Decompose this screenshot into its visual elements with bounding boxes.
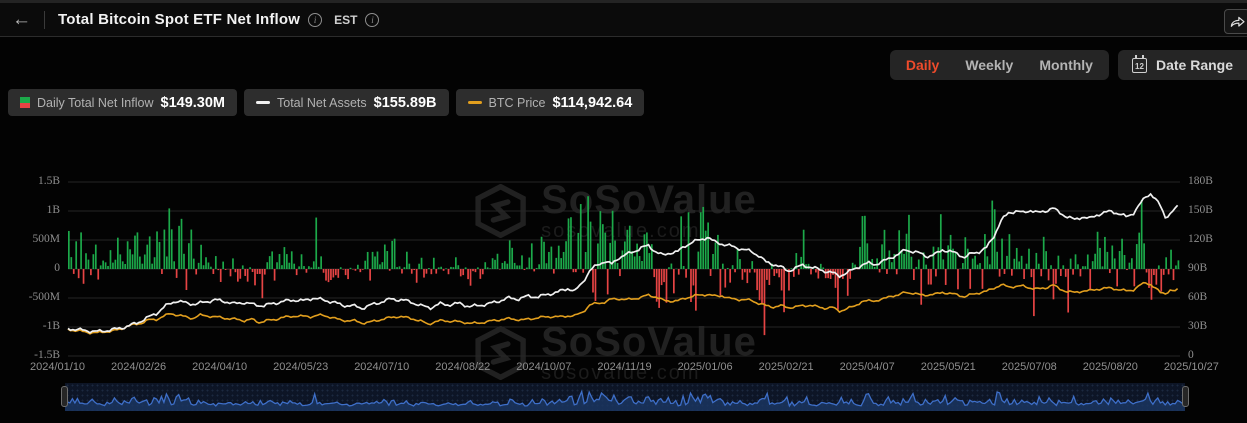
x-axis-date-label: 2024/11/19 [597,361,652,373]
x-axis-date-label: 2024/08/22 [435,361,491,373]
page-title: Total Bitcoin Spot ETF Net Inflow [58,11,301,28]
right-axis-tick: 90B [1188,262,1208,274]
green-red-bar-icon [20,97,30,108]
period-tab-group: Daily Weekly Monthly [889,50,1109,80]
chart-legend: Daily Total Net Inflow $149.30M Total Ne… [8,89,645,116]
navigator-left-handle[interactable] [61,386,68,407]
orange-dash-icon [467,101,482,104]
share-button[interactable] [1224,9,1247,34]
date-range-label: Date Range [1155,57,1233,73]
right-axis-tick: 120B [1188,233,1213,245]
legend-item-net-inflow[interactable]: Daily Total Net Inflow $149.30M [8,89,237,116]
x-axis-labels: 2024/01/10 2024/02/26 2024/04/10 2024/05/23… [30,361,1219,373]
legend-item-net-assets[interactable]: Total Net Assets $155.89B [244,89,449,116]
main-chart-plot[interactable] [0,160,1247,360]
timezone-label: EST [334,12,358,27]
tab-monthly[interactable]: Monthly [1039,57,1093,73]
x-axis-date-label: 2024/04/10 [192,361,248,373]
left-axis-tick: 1.5B [37,175,60,187]
legend-label: Daily Total Net Inflow [37,95,154,110]
left-axis-tick: -1.5B [34,349,60,361]
x-axis-date-label: 2024/05/23 [273,361,329,373]
chart-controls: Daily Weekly Monthly 12 Date Range [889,50,1247,80]
left-axis-tick: 1B [46,204,60,216]
navigator-right-handle[interactable] [1182,386,1189,407]
left-axis-tick: 0 [54,262,60,274]
x-axis-date-label: 2025/05/21 [920,361,976,373]
x-axis-date-label: 2024/07/10 [354,361,410,373]
header-divider [44,10,45,29]
x-axis-date-label: 2025/10/27 [1163,361,1219,373]
x-axis-date-label: 2025/02/21 [758,361,814,373]
right-axis-tick: 60B [1188,291,1208,303]
x-axis-date-label: 2025/08/20 [1082,361,1138,373]
tab-daily[interactable]: Daily [905,57,940,73]
legend-label: BTC Price [488,95,546,110]
calendar-icon: 12 [1131,54,1147,73]
date-range-button[interactable]: 12 Date Range [1117,50,1247,80]
x-axis-date-label: 2025/01/06 [677,361,733,373]
legend-value: $114,942.64 [552,94,633,111]
right-axis-tick: 150B [1188,204,1213,216]
tab-weekly[interactable]: Weekly [965,57,1014,73]
back-arrow-icon[interactable]: ← [12,9,31,30]
x-axis-date-label: 2025/04/07 [839,361,895,373]
left-axis-tick: -1B [42,320,60,332]
x-axis-date-label: 2024/01/10 [30,361,86,373]
legend-label: Total Net Assets [277,95,367,110]
share-icon [1230,16,1245,27]
legend-value: $155.89B [373,94,437,111]
legend-item-btc-price[interactable]: BTC Price $114,942.64 [455,89,645,116]
header-bar: ← Total Bitcoin Spot ETF Net Inflow i ES… [0,0,1247,37]
x-axis-date-label: 2024/10/07 [516,361,572,373]
white-dash-icon [256,101,270,104]
timezone-info-icon[interactable]: i [365,12,380,27]
legend-value: $149.30M [160,94,226,111]
x-axis-date-label: 2025/07/08 [1001,361,1057,373]
navigator-area-chart [64,389,1186,411]
range-navigator[interactable] [61,383,1189,411]
right-axis-tick: 180B [1188,175,1213,187]
title-info-icon[interactable]: i [308,12,323,27]
right-axis-tick: 0 [1188,349,1194,361]
right-axis-tick: 30B [1188,320,1208,332]
x-axis-date-label: 2024/02/26 [111,361,167,373]
left-axis-tick: -500M [28,291,60,303]
left-axis-tick: 500M [32,233,60,245]
